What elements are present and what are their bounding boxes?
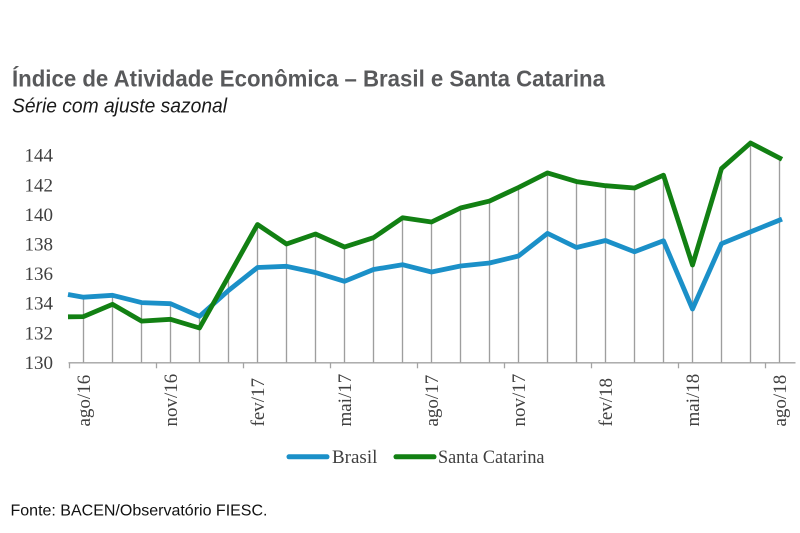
svg-text:138: 138 xyxy=(25,235,54,256)
svg-text:134: 134 xyxy=(25,294,54,315)
svg-text:fev/18: fev/18 xyxy=(596,378,617,427)
svg-text:Fonte: BACEN/Observatório FIES: Fonte: BACEN/Observatório FIESC. xyxy=(11,503,268,520)
svg-text:fev/17: fev/17 xyxy=(248,378,269,427)
svg-text:ago/17: ago/17 xyxy=(422,375,443,427)
svg-text:136: 136 xyxy=(25,264,54,285)
svg-text:Brasil: Brasil xyxy=(332,447,377,468)
svg-text:ago/16: ago/16 xyxy=(74,375,95,427)
svg-text:130: 130 xyxy=(25,353,54,374)
svg-text:mai/18: mai/18 xyxy=(683,374,704,427)
svg-text:Série com ajuste sazonal: Série com ajuste sazonal xyxy=(12,96,228,118)
svg-text:mai/17: mai/17 xyxy=(335,374,356,427)
svg-text:Santa Catarina: Santa Catarina xyxy=(438,447,545,468)
svg-text:nov/16: nov/16 xyxy=(161,374,182,427)
svg-text:142: 142 xyxy=(25,175,54,196)
svg-text:140: 140 xyxy=(25,205,54,226)
svg-text:ago/18: ago/18 xyxy=(770,375,791,427)
svg-text:132: 132 xyxy=(25,323,54,344)
svg-text:nov/17: nov/17 xyxy=(509,374,530,427)
svg-text:144: 144 xyxy=(25,146,54,167)
svg-text:Índice de Atividade Econômica: Índice de Atividade Econômica – Brasil e… xyxy=(12,65,605,92)
